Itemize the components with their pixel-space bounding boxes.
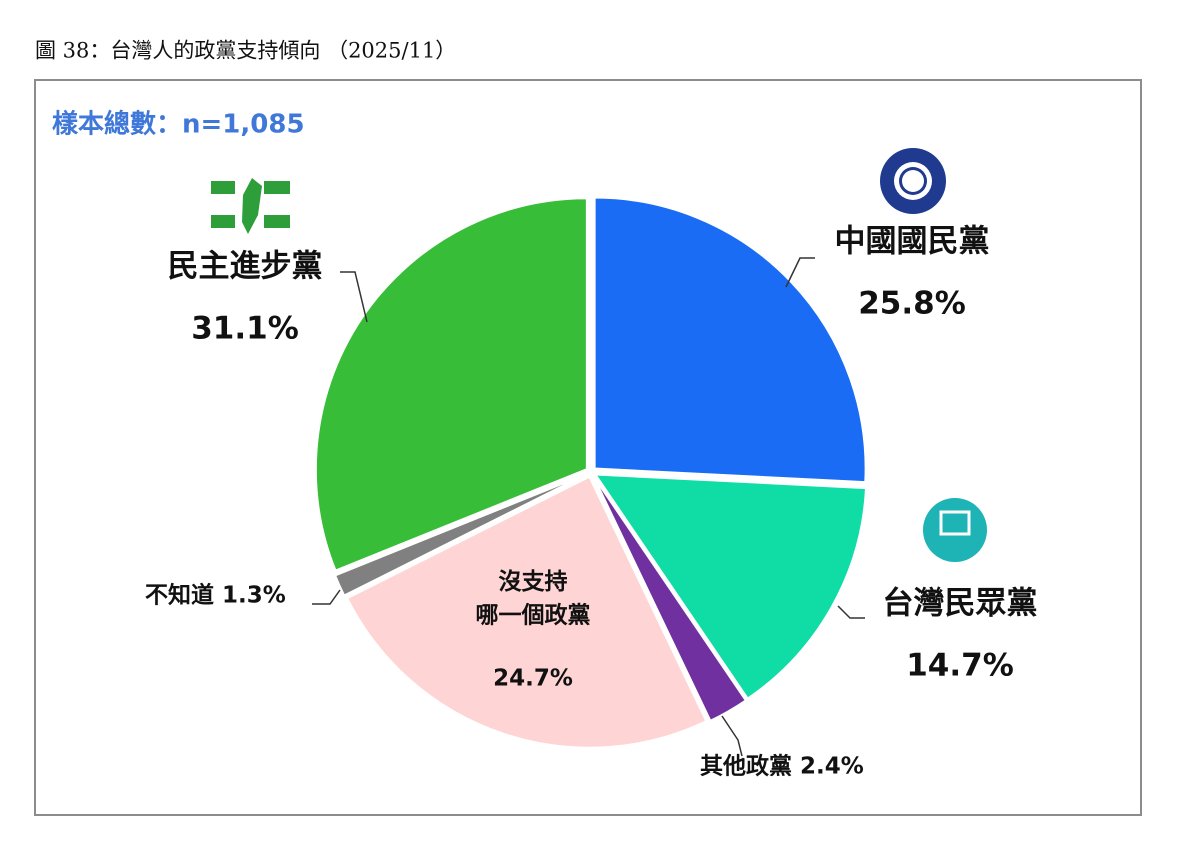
slice-label: 中國國民黨 [835, 224, 990, 260]
slice-label: 台灣民眾黨 [883, 586, 1038, 622]
sample-size: 樣本總數：n=1,085 [52, 109, 305, 140]
pie-slice [593, 473, 868, 700]
value-label: 1.3% [222, 583, 286, 609]
value-label: 2.4% [800, 754, 864, 780]
slice-label: 沒支持哪一個政黨 [476, 568, 591, 628]
value-label: 24.7% [493, 666, 573, 692]
page-title: 圖 38：台灣人的政黨支持傾向 （2025/11） [35, 39, 456, 63]
pie-slice [593, 196, 867, 484]
slice-label: 民主進步黨 [168, 249, 323, 285]
value-label: 14.7% [906, 648, 1014, 684]
pie-slice [592, 475, 748, 723]
leader-line [312, 589, 341, 605]
slice-label: 其他政黨 [700, 754, 792, 780]
leader-line [721, 715, 743, 757]
leader-line [837, 605, 865, 619]
kmt-logo [880, 148, 946, 214]
pie-slice [345, 475, 708, 749]
slice-label: 不知道 [145, 582, 214, 609]
pie-slice [333, 473, 587, 597]
leader-line [340, 271, 368, 323]
value-label: 25.8% [858, 286, 966, 322]
leader-line [785, 257, 815, 288]
value-label: 31.1% [191, 311, 299, 347]
pie-slice [314, 197, 588, 572]
dpp-logo [211, 178, 290, 234]
tpp-logo [923, 498, 987, 562]
